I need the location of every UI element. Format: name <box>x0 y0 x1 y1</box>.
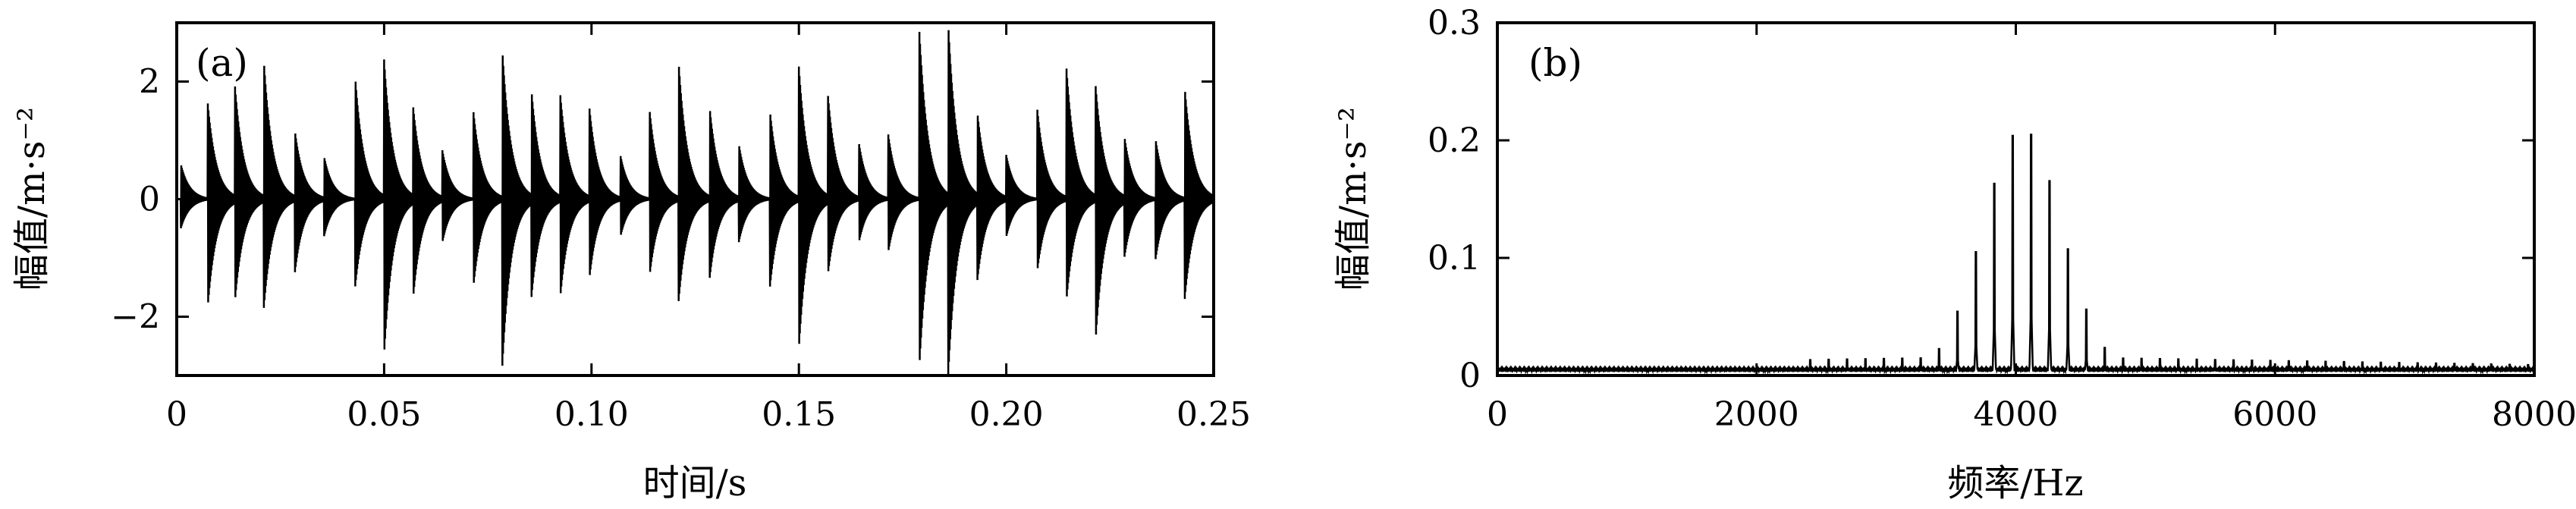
panel-b-label: (b) <box>1528 41 1582 85</box>
panel-b-spectrum-line <box>1496 134 2536 375</box>
panel-b-1-ytick-label: 0 <box>1459 357 1481 395</box>
panel-b-1-ytick-label: 0.2 <box>1428 121 1481 160</box>
panel-b-1-xtick-label: 8000 <box>2492 395 2576 434</box>
panel-b-1-xtick-label: 4000 <box>1974 395 2059 434</box>
panel-a-0-ytick-label: 0 <box>139 181 160 219</box>
panel-a-0-xtick-label: 0.15 <box>762 395 836 434</box>
panel-b-ticks: 0 2000 4000 6000 8000 0 0.1 0.2 0.3 <box>1428 4 2576 434</box>
panel-a-0-xtick-label: 0.10 <box>554 395 629 434</box>
panel-a-0-xtick-label: 0.05 <box>347 395 421 434</box>
panel-b-1-ytick-label: 0.1 <box>1428 239 1481 278</box>
panel-b-xlabel: 频率/Hz <box>1947 462 2083 504</box>
panel-b-spectrum: 0 2000 4000 6000 8000 0 0.1 0.2 0.3 (b) 频率/Hz 幅值… <box>1332 4 2576 504</box>
panel-a-xlabel: 时间/s <box>643 462 747 504</box>
panel-b-frame <box>1496 21 2536 377</box>
panel-a-waveform <box>177 30 1215 375</box>
panel-a-0-xtick-label: 0.20 <box>969 395 1044 434</box>
panel-b-1-xtick-label: 6000 <box>2232 395 2317 434</box>
panel-a-0-xtick-label: 0 <box>166 395 187 434</box>
panel-a-0-ytick-label: 2 <box>139 63 160 102</box>
panel-a-ticks: 0 0.05 0.10 0.15 0.20 0.25 −2 0 2 <box>111 23 1251 434</box>
panel-a-0-xtick-label: 0.25 <box>1176 395 1251 434</box>
panel-b-ylabel: 幅值/m·s⁻² <box>1332 107 1374 291</box>
panel-a-time-domain: 0 0.05 0.10 0.15 0.20 0.25 −2 0 2 (a) 时间/s 幅值/m·… <box>11 21 1251 504</box>
panel-b-1-xtick-label: 0 <box>1487 395 1508 434</box>
panel-b-1-ytick-label: 0.3 <box>1428 4 1481 42</box>
panel-a-0-ytick-label: −2 <box>111 298 160 337</box>
panel-a-ylabel: 幅值/m·s⁻² <box>11 107 53 291</box>
panel-b-1-xtick-label: 2000 <box>1714 395 1799 434</box>
panel-a-label: (a) <box>196 41 248 85</box>
